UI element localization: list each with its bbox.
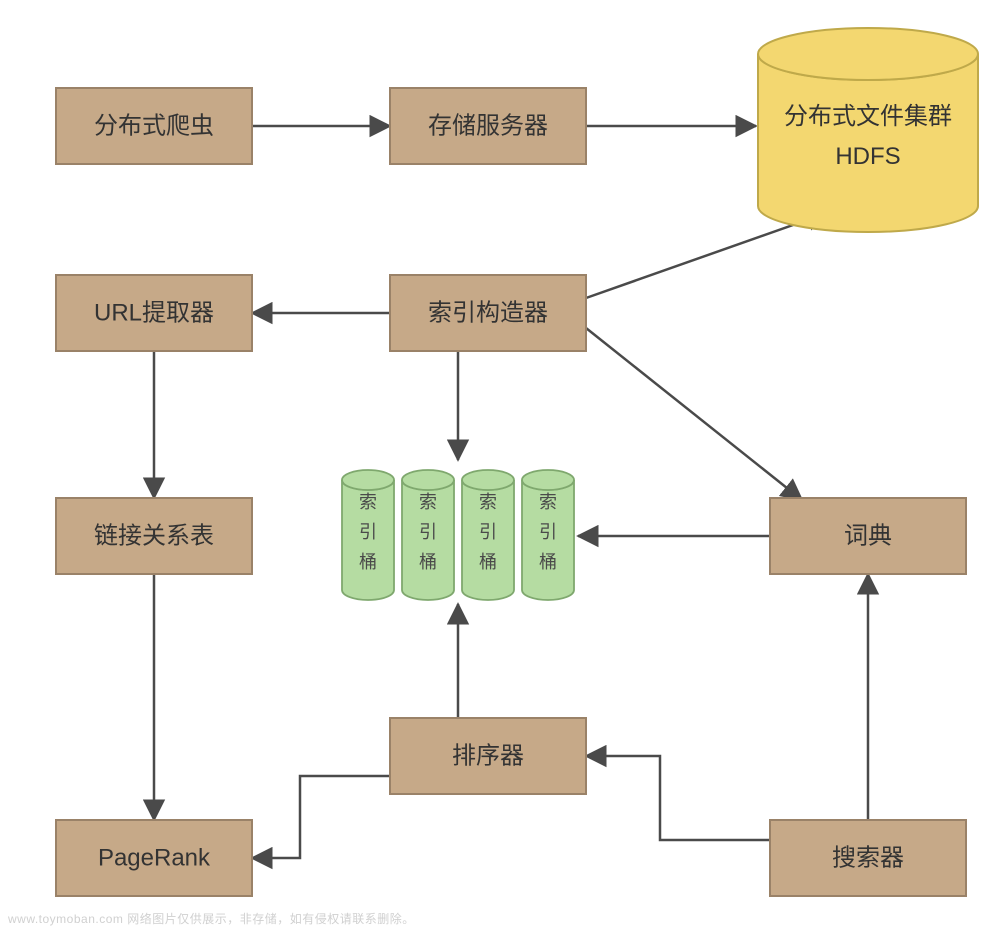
- index-bucket-2: 索引桶: [462, 470, 514, 600]
- node-label-sorter: 排序器: [452, 743, 524, 770]
- node-linktable: 链接关系表: [56, 498, 252, 574]
- edge-indexer_right_down-dict_topleft: [586, 328, 802, 500]
- node-sorter: 排序器: [390, 718, 586, 794]
- architecture-diagram: 分布式文件集群HDFS索引桶索引桶索引桶索引桶分布式爬虫存储服务器URL提取器索…: [0, 0, 1000, 935]
- node-label-dict: 词典: [844, 523, 892, 550]
- node-label-searcher: 搜索器: [832, 845, 904, 872]
- bucket-label-char: 引: [419, 522, 437, 542]
- node-storage: 存储服务器: [390, 88, 586, 164]
- index-buckets: 索引桶索引桶索引桶索引桶: [342, 470, 574, 600]
- bucket-label-char: 桶: [539, 552, 557, 572]
- bucket-label-char: 桶: [359, 552, 377, 572]
- node-label-indexer: 索引构造器: [428, 300, 548, 327]
- bucket-label-char: 索: [359, 492, 377, 512]
- bucket-label-char: 引: [539, 522, 557, 542]
- node-label-crawler: 分布式爬虫: [94, 113, 214, 140]
- watermark-text: www.toymoban.com 网络图片仅供展示，非存储，如有侵权请联系删除。: [8, 910, 415, 927]
- edge-sorter_left_down-pagerank_right: [252, 776, 390, 858]
- bucket-label-char: 引: [479, 522, 497, 542]
- index-bucket-1: 索引桶: [402, 470, 454, 600]
- node-url: URL提取器: [56, 275, 252, 351]
- index-bucket-3: 索引桶: [522, 470, 574, 600]
- node-dict: 词典: [770, 498, 966, 574]
- node-pagerank: PageRank: [56, 820, 252, 896]
- node-label-storage: 存储服务器: [428, 113, 548, 140]
- bucket-label-char: 引: [359, 522, 377, 542]
- bucket-label-char: 索: [479, 492, 497, 512]
- node-label-url: URL提取器: [94, 300, 214, 327]
- edge-indexer_right_up-hdfs_bottom: [586, 213, 827, 298]
- hdfs-line1: 分布式文件集群: [784, 103, 952, 130]
- bucket-label-char: 索: [419, 492, 437, 512]
- hdfs-line2: HDFS: [835, 143, 900, 170]
- hdfs-cylinder: 分布式文件集群 HDFS: [758, 28, 978, 232]
- node-label-pagerank: PageRank: [98, 845, 211, 872]
- bucket-label-char: 索: [539, 492, 557, 512]
- node-crawler: 分布式爬虫: [56, 88, 252, 164]
- node-searcher: 搜索器: [770, 820, 966, 896]
- node-indexer: 索引构造器: [390, 275, 586, 351]
- bucket-label-char: 桶: [419, 552, 437, 572]
- index-bucket-0: 索引桶: [342, 470, 394, 600]
- edge-searcher_left_up-sorter_right: [586, 756, 770, 840]
- node-label-linktable: 链接关系表: [94, 523, 214, 550]
- bucket-label-char: 桶: [479, 552, 497, 572]
